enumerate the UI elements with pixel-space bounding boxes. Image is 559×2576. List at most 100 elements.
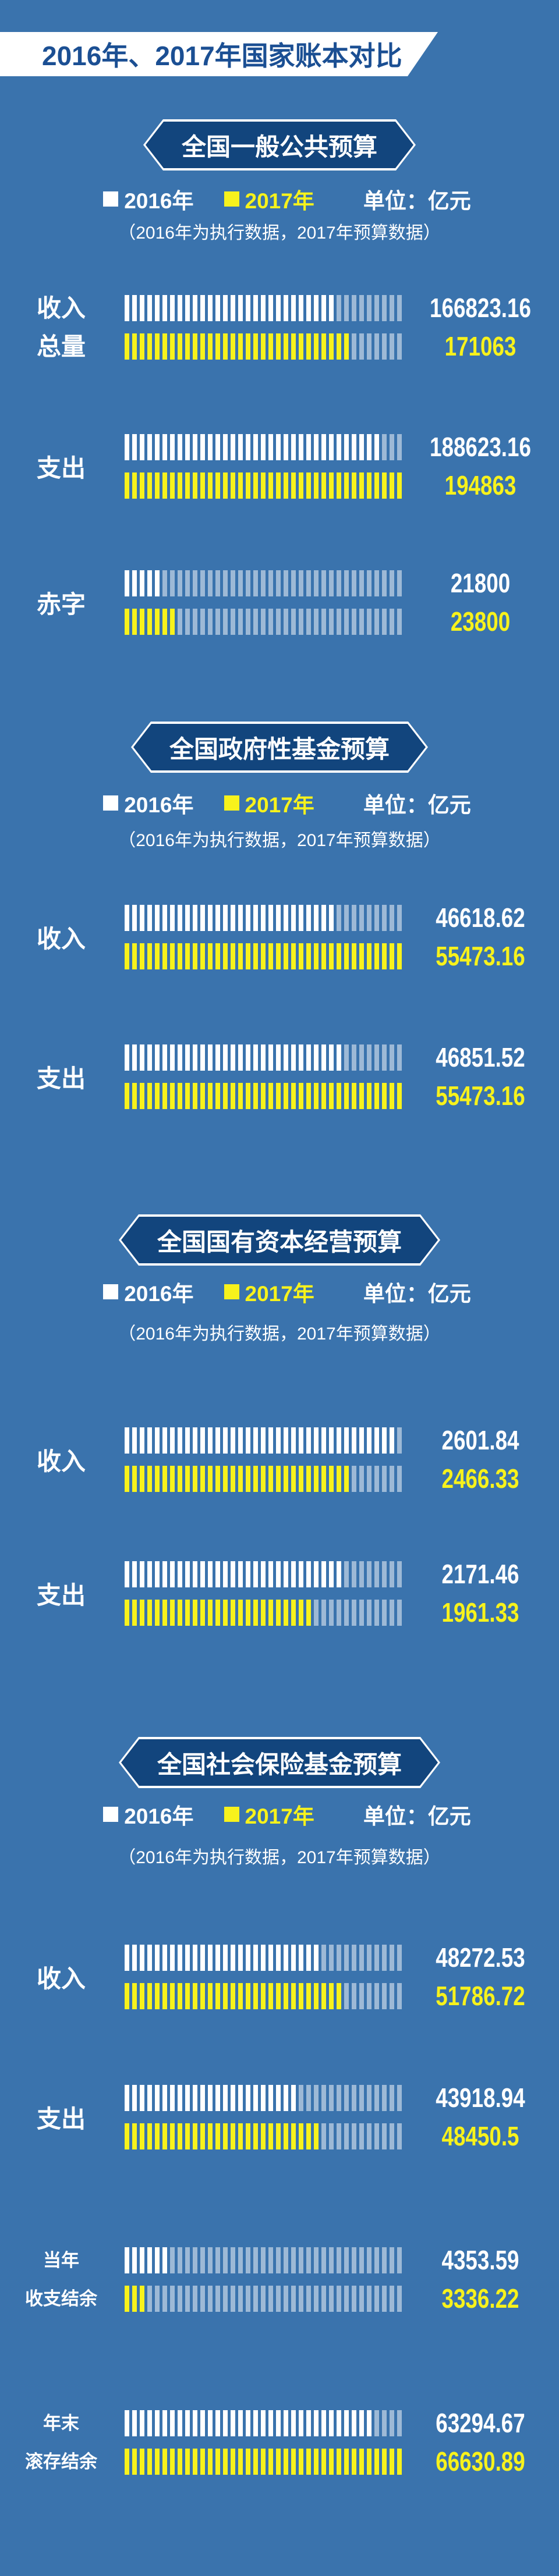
row-label-line: 当年 [43, 2250, 79, 2271]
legend-swatch-2016-icon [103, 795, 119, 811]
row-label: 当年 收支结余 [0, 2247, 122, 2312]
bar-track [125, 2286, 402, 2312]
value-2016: 43918.94 [436, 2083, 525, 2113]
row-label: 收入 [0, 1945, 122, 2009]
value-2017: 2466.33 [441, 1463, 519, 1494]
bar-fill-2017 [125, 1466, 349, 1492]
bar-pair [125, 2085, 402, 2149]
bar-row-revenue-total: 收入 总量 166823.16 171063 [0, 293, 559, 361]
row-label-line: 支出 [36, 2105, 86, 2133]
bar-row-revenue: 收入 46618.62 55473.16 [0, 904, 559, 969]
section-government-funds-budget: 全国政府性基金预算 2016年 2017年 单位：亿元 （2016年为执行数据，… [0, 722, 559, 1109]
legend-item-2016: 2016年 [103, 1799, 194, 1830]
bar-2017 [125, 609, 402, 635]
bar-fill-2016 [125, 434, 379, 460]
page-title: 2016年、2017年国家账本对比 [42, 41, 402, 71]
row-label-line: 年末 [43, 2413, 79, 2433]
row-label: 收入 总量 [0, 295, 122, 360]
bar-row-expenditure: 支出 43918.94 48450.5 [0, 2083, 559, 2151]
section-social-insurance-budget: 全国社会保险基金预算 2016年 2017年 单位：亿元 （2016年为执行数据… [0, 1737, 559, 2475]
legend-item-2017: 2017年 [224, 787, 314, 819]
bar-2017 [125, 2123, 402, 2149]
value-2017: 23800 [450, 606, 511, 637]
section-title: 全国社会保险基金预算 [121, 1739, 438, 1786]
legend-item-2016: 2016年 [103, 183, 194, 215]
value-2017: 48450.5 [441, 2121, 519, 2151]
section-badge: 全国国有资本经营预算 [119, 1214, 440, 1266]
value-2017: 1961.33 [441, 1597, 519, 1628]
bar-track [125, 2247, 402, 2273]
bar-pair [125, 1044, 402, 1109]
bar-fill-2017 [125, 2123, 319, 2149]
section-state-capital-budget: 全国国有资本经营预算 2016年 2017年 单位：亿元 （2016年为执行数据… [0, 1214, 559, 1626]
bar-2016 [125, 434, 402, 460]
value-2016: 2601.84 [441, 1425, 519, 1455]
data-note: （2016年为执行数据，2017年预算数据） [118, 1324, 441, 1344]
bar-fill-2017 [125, 1083, 402, 1109]
bar-row-deficit: 赤字 21800 23800 [0, 570, 559, 635]
bar-fill-2017 [125, 333, 349, 360]
bar-pair [125, 2410, 402, 2475]
value-labels: 21800 23800 [402, 570, 559, 635]
row-label-line: 收入 [36, 294, 86, 322]
bar-pair [125, 1427, 402, 1492]
bar-2016 [125, 2247, 402, 2273]
bar-fill-2016 [125, 295, 334, 321]
bar-pair [125, 1561, 402, 1626]
bar-2016 [125, 1561, 402, 1587]
unit-label: 单位：亿元 [363, 793, 471, 817]
bar-fill-2017 [125, 1983, 341, 2009]
bar-fill-2016 [125, 905, 334, 931]
bar-2017 [125, 1083, 402, 1109]
unit-label: 单位：亿元 [363, 189, 471, 213]
row-label-line: 收入 [36, 1448, 86, 1475]
bar-fill-2016 [125, 1945, 319, 1971]
value-labels: 4353.59 3336.22 [402, 2247, 559, 2312]
legend-label-2017: 2017年 [245, 793, 314, 817]
legend: 2016年 2017年 单位：亿元 [0, 187, 559, 213]
bar-fill-2017 [125, 2286, 144, 2312]
row-label: 收入 [0, 905, 122, 969]
bar-fill-2017 [125, 1600, 311, 1626]
section-header: 全国国有资本经营预算 [0, 1214, 559, 1266]
value-2016: 4353.59 [441, 2245, 519, 2275]
value-labels: 2171.46 1961.33 [402, 1561, 559, 1626]
bar-2017 [125, 943, 402, 969]
bar-2016 [125, 570, 402, 596]
value-2017: 171063 [444, 331, 516, 361]
row-label-line: 支出 [36, 454, 86, 482]
row-label: 支出 [0, 434, 122, 499]
value-2017: 51786.72 [436, 1981, 525, 2011]
bar-2017 [125, 1983, 402, 2009]
value-2016: 2171.46 [441, 1559, 519, 1589]
legend-item-2016: 2016年 [103, 787, 194, 819]
legend-item-2017: 2017年 [224, 1276, 314, 1307]
bar-pair [125, 434, 402, 499]
bar-row-expenditure: 支出 46851.52 55473.16 [0, 1044, 559, 1109]
bar-fill-2016 [125, 1427, 394, 1454]
value-labels: 43918.94 48450.5 [402, 2083, 559, 2151]
unit-label: 单位：亿元 [363, 1804, 471, 1828]
legend-label-2016: 2016年 [124, 793, 194, 817]
section-badge: 全国社会保险基金预算 [119, 1737, 440, 1788]
legend: 2016年 2017年 单位：亿元 [0, 1280, 559, 1306]
value-2017: 3336.22 [441, 2283, 519, 2314]
row-label: 赤字 [0, 570, 122, 635]
section-badge: 全国政府性基金预算 [131, 722, 428, 773]
legend-swatch-2017-icon [224, 1284, 239, 1299]
value-2016: 46851.52 [436, 1042, 525, 1072]
value-2016: 188623.16 [430, 432, 531, 462]
legend-label-2016: 2016年 [124, 1804, 194, 1828]
bar-fill-2016 [125, 1561, 341, 1587]
row-label-line: 支出 [36, 1582, 86, 1609]
bar-row-revenue: 收入 2601.84 2466.33 [0, 1427, 559, 1492]
value-2016: 63294.67 [436, 2408, 525, 2438]
section-title: 全国国有资本经营预算 [121, 1217, 438, 1263]
bar-2016 [125, 1427, 402, 1454]
bar-2016 [125, 1044, 402, 1071]
value-2016: 166823.16 [430, 293, 531, 323]
row-label-line: 总量 [36, 333, 86, 360]
row-label: 支出 [0, 2085, 122, 2149]
bar-2017 [125, 333, 402, 360]
legend-swatch-2017-icon [224, 191, 239, 207]
